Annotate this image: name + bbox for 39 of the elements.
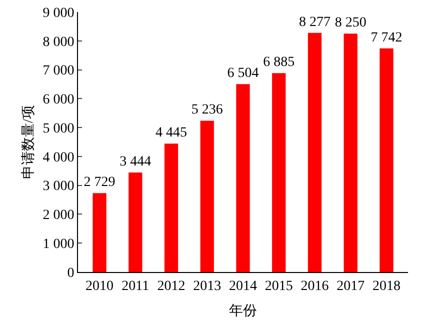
y-tick-label: 4 000 bbox=[42, 150, 74, 166]
x-tick-label: 2016 bbox=[300, 278, 329, 294]
y-tick-label: 1 000 bbox=[42, 237, 74, 252]
x-tick-label: 2017 bbox=[336, 278, 365, 294]
bar bbox=[236, 84, 250, 272]
data-label: 5 236 bbox=[191, 102, 223, 118]
x-tick-label: 2013 bbox=[193, 278, 222, 294]
bar bbox=[272, 73, 286, 272]
data-label: 8 277 bbox=[298, 14, 330, 30]
bar bbox=[200, 120, 214, 272]
bar bbox=[344, 34, 358, 272]
bar bbox=[92, 193, 106, 272]
y-axis-title: 申请数量/项 bbox=[20, 105, 36, 179]
data-label: 7 742 bbox=[370, 30, 402, 46]
bar bbox=[128, 172, 142, 272]
y-tick-label: 0 bbox=[67, 266, 74, 281]
x-tick-label: 2011 bbox=[122, 278, 150, 294]
y-tick-label: 9 000 bbox=[42, 6, 74, 21]
x-axis-title: 年份 bbox=[229, 303, 257, 320]
y-tick-label: 2 000 bbox=[42, 208, 74, 224]
bar bbox=[308, 32, 322, 272]
data-label: 4 445 bbox=[156, 126, 188, 141]
y-tick-label: 7 000 bbox=[42, 64, 74, 79]
y-tick-label: 3 000 bbox=[42, 179, 74, 194]
data-label: 3 444 bbox=[120, 154, 152, 170]
data-label: 6 885 bbox=[263, 55, 295, 70]
y-tick-label: 5 000 bbox=[42, 121, 74, 136]
x-tick-label: 2012 bbox=[157, 278, 186, 294]
y-tick-label: 6 000 bbox=[42, 92, 74, 108]
data-label: 2 729 bbox=[84, 175, 116, 190]
bar bbox=[380, 48, 394, 272]
bar bbox=[164, 144, 178, 272]
x-tick-label: 2010 bbox=[86, 278, 114, 294]
x-tick-label: 2015 bbox=[264, 278, 293, 294]
data-label: 8 250 bbox=[334, 16, 366, 31]
y-tick-label: 8 000 bbox=[42, 34, 74, 50]
x-tick-label: 2018 bbox=[372, 278, 400, 294]
x-tick-label: 2014 bbox=[229, 278, 257, 294]
data-label: 6 504 bbox=[227, 66, 259, 82]
